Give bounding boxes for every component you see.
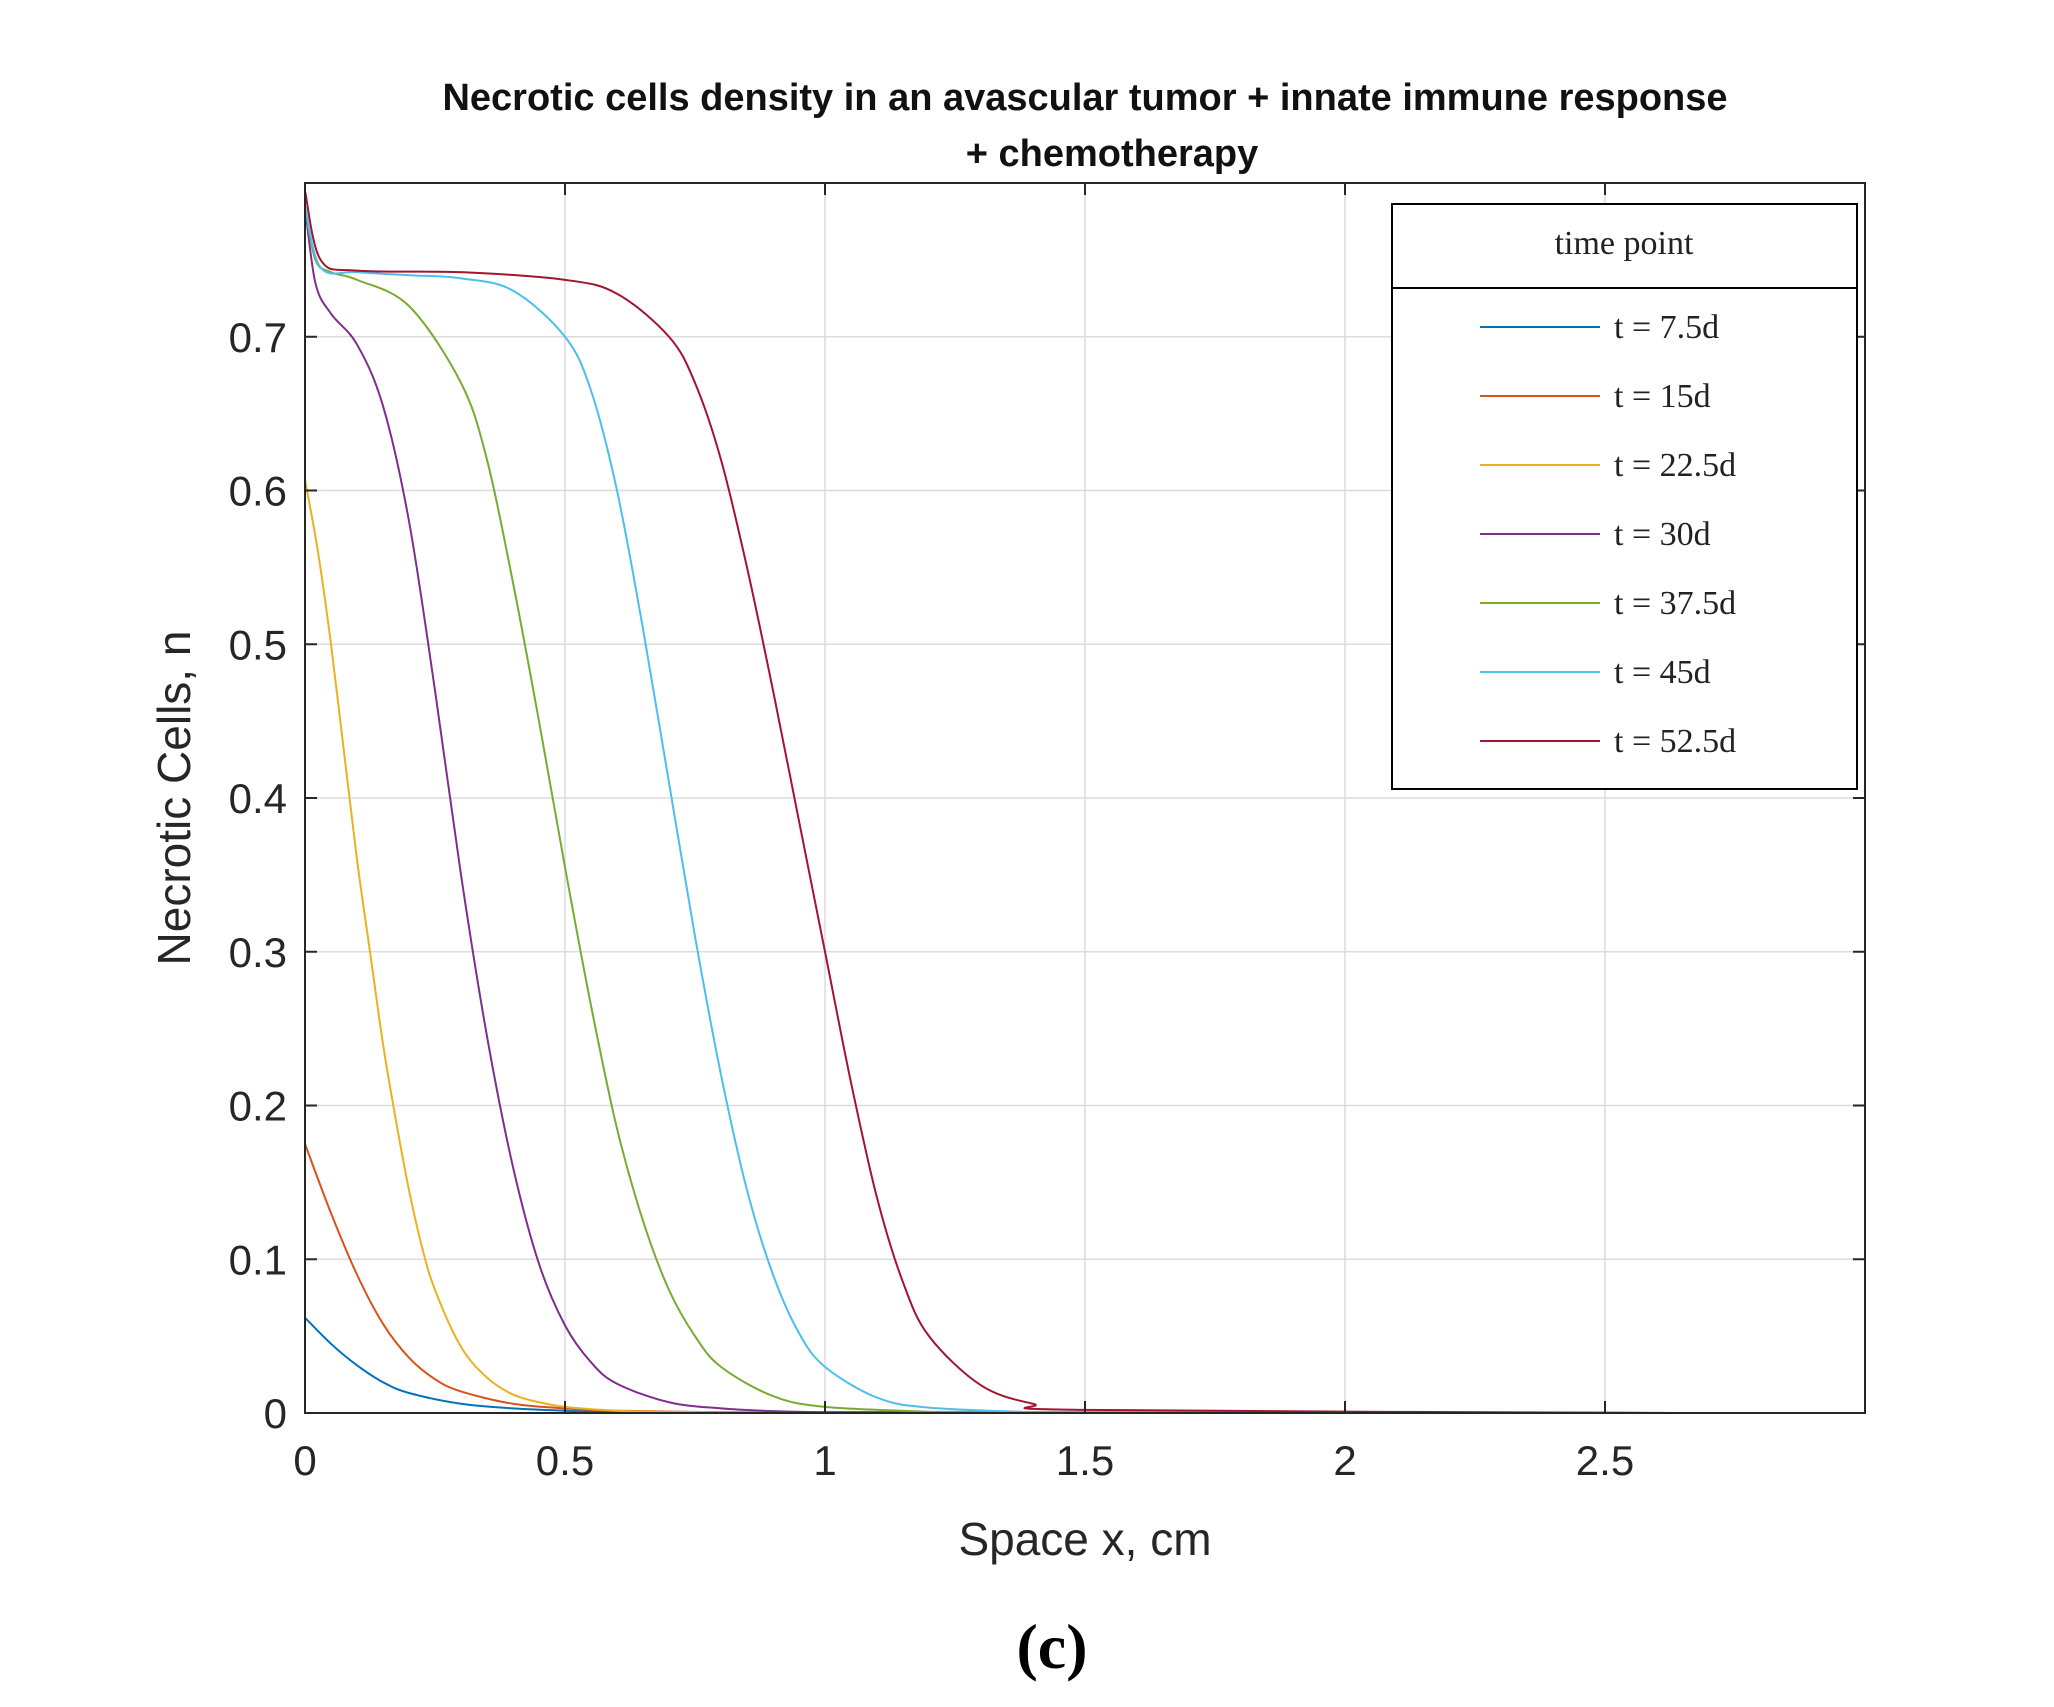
series-line-7	[304, 190, 1684, 1414]
legend-label-1: t = 7.5d	[1614, 309, 1719, 346]
y-tick-label: 0.2	[229, 1083, 287, 1130]
series-line-6	[304, 205, 1684, 1414]
y-tick-label: 0.4	[229, 775, 287, 822]
series-line-5	[304, 205, 1684, 1414]
series-line-4	[304, 205, 1684, 1414]
legend: time point t = 7.5d t = 15d t = 22.5d t = 3…	[1391, 203, 1858, 790]
ticks: 0 0.5 1 1.5 2 2.5 0 0.1 0.2 0.3 0.4 0.5 0.6 0.7	[229, 183, 1865, 1484]
legend-items: t = 7.5d t = 15d t = 22.5d t = 30d t = 37.5d…	[1480, 309, 1736, 760]
y-tick-label: 0.6	[229, 468, 287, 515]
x-tick-label: 2	[1333, 1437, 1356, 1484]
x-tick-label: 2.5	[1576, 1437, 1634, 1484]
legend-label-6: t = 45d	[1614, 654, 1711, 691]
y-tick-label: 0	[264, 1390, 287, 1437]
y-tick-label: 0.1	[229, 1236, 287, 1283]
legend-label-5: t = 37.5d	[1614, 585, 1736, 622]
y-tick-label: 0.3	[229, 929, 287, 976]
y-tick-label: 0.5	[229, 621, 287, 668]
x-tick-label: 1.5	[1056, 1437, 1114, 1484]
series-line-1	[304, 1316, 1684, 1414]
chart-title-line-1: Necrotic cells density in an avascular t…	[442, 77, 1727, 119]
legend-label-7: t = 52.5d	[1614, 723, 1736, 760]
x-axis-label: Space x, cm	[958, 1513, 1211, 1565]
legend-box	[1391, 203, 1858, 790]
chart-title-line-2: + chemotherapy	[966, 133, 1259, 175]
figure-caption: (c)	[1016, 1611, 1087, 1682]
x-tick-label: 0	[293, 1437, 316, 1484]
legend-title: time point	[1555, 225, 1694, 262]
x-tick-label: 0.5	[536, 1437, 594, 1484]
y-axis-label: Necrotic Cells, n	[148, 631, 200, 966]
legend-label-3: t = 22.5d	[1614, 447, 1736, 484]
legend-label-2: t = 15d	[1614, 378, 1711, 415]
legend-label-4: t = 30d	[1614, 516, 1711, 553]
y-tick-label: 0.7	[229, 314, 287, 361]
x-tick-label: 1	[813, 1437, 836, 1484]
